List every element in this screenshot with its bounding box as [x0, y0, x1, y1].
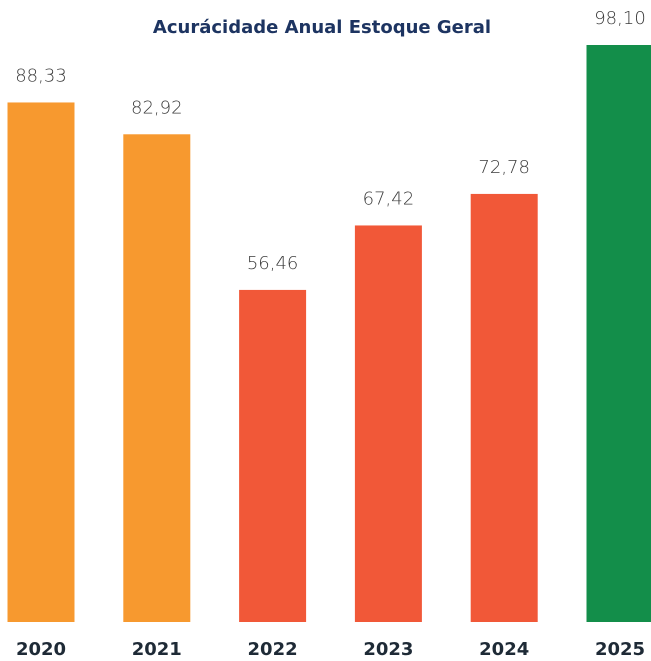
bar	[239, 289, 307, 622]
value-label: 72,78	[478, 157, 530, 178]
x-tick-label: 2021	[132, 639, 182, 660]
value-label: 88,33	[15, 65, 67, 86]
x-tick-label: 2023	[363, 639, 413, 660]
value-label: 67,42	[363, 188, 415, 209]
x-tick-label: 2022	[248, 639, 298, 660]
bar	[7, 102, 75, 623]
value-label: 82,92	[131, 97, 183, 118]
x-tick-label: 2020	[16, 639, 66, 660]
bar	[123, 134, 191, 622]
bar	[470, 193, 538, 622]
x-tick-label: 2025	[595, 639, 645, 660]
bar	[354, 225, 422, 622]
value-label: 56,46	[247, 253, 299, 274]
chart-title: Acurácidade Anual Estoque Geral	[153, 17, 491, 38]
x-tick-label: 2024	[479, 639, 529, 660]
value-label: 98,10	[594, 8, 646, 29]
bar	[586, 45, 651, 622]
